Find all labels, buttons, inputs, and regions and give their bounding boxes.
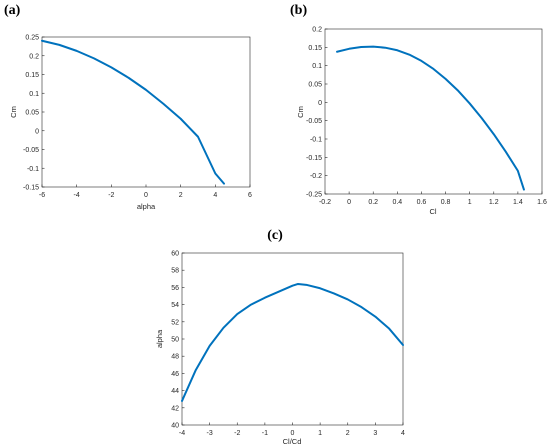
panel-c-y-tick-label: 40 <box>171 423 179 430</box>
panel-b-x-tick-label: 0.6 <box>417 199 427 206</box>
panel-b-x-tick-label: 0.2 <box>368 199 378 206</box>
panel-b-x-tick-label: 1.4 <box>513 199 523 206</box>
panel-a-y-tick-label: 0.15 <box>25 72 39 79</box>
panel-a-y-tick-label: -0.1 <box>27 166 39 173</box>
panel-b-x-ticks: -0.2 0 0.2 0.4 0.6 0.8 1 1.2 1.4 1.6 <box>319 191 547 206</box>
panel-c-y-tick-label: 44 <box>171 388 179 395</box>
panel-b-y-ticks: -0.25 -0.2 -0.15 -0.1 -0.05 0 0.05 0.1 0.15 0.2 <box>306 27 328 199</box>
panel-c-alpha-vs-cl-cd-line <box>181 282 404 402</box>
panel-a-x-axis-label: alpha <box>137 202 156 211</box>
panel-a-cm-vs-alpha-line <box>41 39 225 185</box>
panel-b-y-tick-label: -0.15 <box>306 155 322 162</box>
panel-c-x-tick-label: 2 <box>346 430 350 437</box>
panel-b-axes <box>324 28 543 195</box>
panel-c-x-ticks: -4 -3 -2 -1 0 1 2 3 4 <box>179 422 405 437</box>
panel-c-y-tick-label: 60 <box>171 251 179 258</box>
panel-c-y-tick-label: 48 <box>171 354 179 361</box>
panel-c-y-tick-label: 54 <box>171 302 179 309</box>
panel-c-x-tick-label: 1 <box>318 430 322 437</box>
panel-c-y-tick-label: 50 <box>171 337 179 344</box>
panel-a-x-tick-label: -4 <box>74 192 80 199</box>
panel-c-y-tick-label: 52 <box>171 319 179 326</box>
panel-a-y-tick-label: -0.05 <box>23 147 39 154</box>
panel-c-x-tick-label: -4 <box>179 430 185 437</box>
panel-c-y-tick-label: 58 <box>171 268 179 275</box>
panel-c-y-tick-label: 46 <box>171 371 179 378</box>
panel-b-cm-vs-cl-line <box>336 45 525 191</box>
panel-a-y-tick-label: 0.05 <box>25 110 39 117</box>
panel-c-x-tick-label: 4 <box>401 430 405 437</box>
panel-c: (c) -4 -3 -2 -1 0 1 2 3 4 40 42 44 46 48 50 52 54 56 58 60… <box>155 228 405 446</box>
panel-a-x-tick-label: 4 <box>213 192 217 199</box>
panel-a-y-tick-label: 0.25 <box>25 35 39 42</box>
panel-a-x-ticks: -6 -4 -2 0 2 4 6 <box>39 184 252 199</box>
panel-b-x-tick-label: 1 <box>468 199 472 206</box>
panel-b-x-axis-label: Cl <box>429 207 436 216</box>
panel-a-label: (a) <box>4 3 21 18</box>
panel-c-y-tick-label: 42 <box>171 405 179 412</box>
panel-b: (b) -0.2 0 0.2 0.4 0.6 0.8 1 1.2 1.4 1.6 -0.25-0.… <box>290 3 547 216</box>
panel-b-y-tick-label: -0.25 <box>306 192 322 199</box>
panel-c-x-tick-label: -1 <box>262 430 268 437</box>
panel-c-x-tick-label: -2 <box>234 430 240 437</box>
panel-c-x-tick-label: 3 <box>373 430 377 437</box>
panel-b-y-tick-label: -0.05 <box>306 118 322 125</box>
panel-a-y-tick-label: 0.2 <box>29 53 39 60</box>
panel-a: (a) -6 -4 -2 0 2 4 6 -0.15 -0.1 -0.05 0 0.05 0.1 0.1… <box>4 3 252 211</box>
panel-c-y-tick-label: 56 <box>171 285 179 292</box>
panel-a-y-ticks: -0.15 -0.1 -0.05 0 0.05 0.1 0.15 0.2 0.25 <box>23 35 45 192</box>
panel-b-y-tick-label: 0.15 <box>308 45 322 52</box>
panel-a-y-tick-label: 0 <box>35 128 39 135</box>
panel-b-y-tick-label: 0.1 <box>312 63 322 70</box>
panel-b-label: (b) <box>290 3 307 18</box>
panel-a-x-tick-label: 0 <box>144 192 148 199</box>
panel-b-y-tick-label: 0.2 <box>312 27 322 34</box>
panel-c-y-ticks: 40 42 44 46 48 50 52 54 56 58 60 <box>171 251 185 430</box>
panel-b-y-tick-label: -0.1 <box>310 137 322 144</box>
panel-b-y-axis-label: Cm <box>296 106 305 118</box>
panel-a-x-tick-label: -6 <box>39 192 45 199</box>
panel-c-y-axis-label: alpha <box>155 329 164 348</box>
panel-a-x-tick-label: 6 <box>248 192 252 199</box>
panel-b-x-tick-label: 0.4 <box>392 199 402 206</box>
panel-a-x-tick-label: -2 <box>108 192 114 199</box>
panel-a-y-tick-label: 0.1 <box>29 91 39 98</box>
panel-c-x-tick-label: -3 <box>207 430 213 437</box>
panel-c-x-tick-label: 0 <box>291 430 295 437</box>
panel-b-x-tick-label: 1.6 <box>537 199 547 206</box>
panel-b-y-tick-label: 0 <box>318 100 322 107</box>
panel-c-x-axis-label: Cl/Cd <box>283 437 302 446</box>
panel-b-x-tick-label: 0 <box>347 199 351 206</box>
panel-c-label: (c) <box>267 228 283 243</box>
panel-b-x-tick-label: 1.2 <box>489 199 499 206</box>
panel-b-y-tick-label: 0.05 <box>308 82 322 89</box>
panel-a-x-tick-label: 2 <box>179 192 183 199</box>
panel-b-x-tick-label: -0.2 <box>319 199 331 206</box>
panel-b-x-tick-label: 0.8 <box>441 199 451 206</box>
panel-a-y-tick-label: -0.15 <box>23 185 39 192</box>
panel-a-y-axis-label: Cm <box>9 106 18 118</box>
panel-b-y-tick-label: -0.2 <box>310 173 322 180</box>
